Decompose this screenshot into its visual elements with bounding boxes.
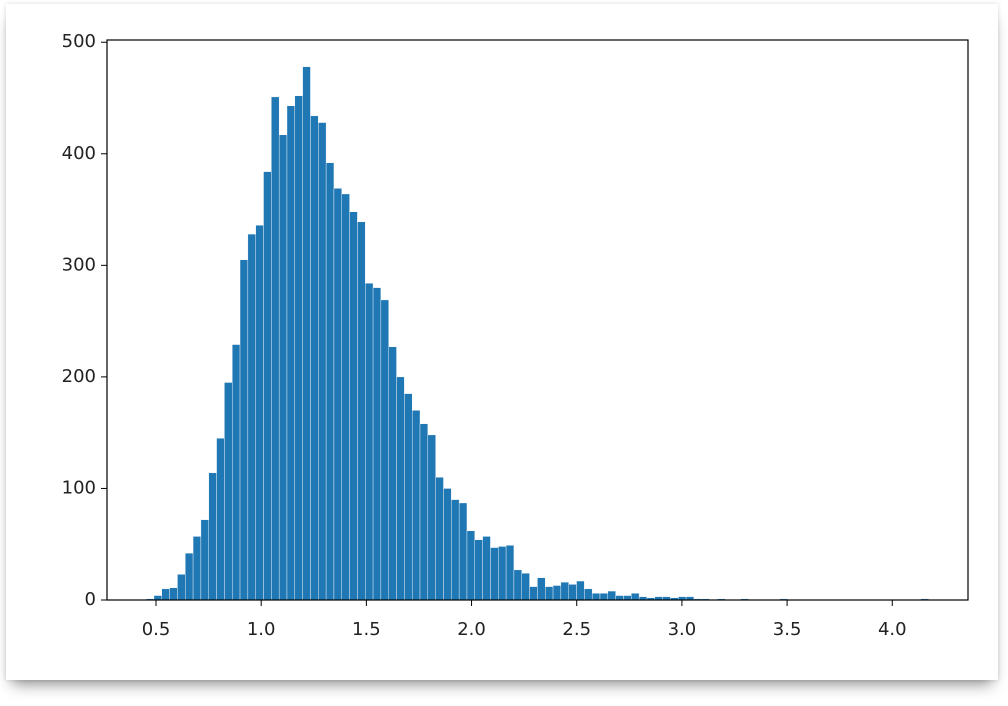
bar: [568, 584, 577, 601]
bar: [302, 66, 311, 601]
bar: [458, 502, 468, 601]
bar: [341, 193, 350, 601]
bar: [325, 162, 335, 601]
x-tick-label: 2.0: [457, 619, 486, 640]
bar: [396, 376, 405, 601]
bar: [411, 410, 421, 601]
bar: [490, 547, 499, 601]
bar: [286, 105, 296, 601]
bar: [263, 171, 272, 601]
bar: [419, 423, 429, 601]
bar: [576, 580, 585, 601]
y-tick-label: 400: [62, 143, 96, 164]
bar: [623, 595, 632, 601]
bar: [247, 233, 256, 601]
bar: [239, 259, 249, 601]
bar: [200, 519, 209, 601]
x-tick-label: 1.5: [352, 619, 381, 640]
bar: [545, 586, 554, 601]
bar: [427, 434, 436, 601]
bar: [482, 536, 491, 601]
bar: [192, 536, 202, 601]
bar: [435, 477, 444, 601]
bar: [318, 122, 327, 601]
bar: [513, 569, 522, 601]
x-tick-label: 3.5: [773, 619, 802, 640]
y-tick-label: 100: [62, 477, 96, 498]
bar: [466, 530, 475, 601]
bar: [380, 299, 389, 601]
bar: [529, 586, 538, 601]
y-tick-label: 0: [85, 589, 96, 610]
bar: [365, 282, 374, 601]
bar: [372, 287, 382, 601]
bar: [271, 96, 280, 601]
bar: [278, 134, 288, 601]
bar: [607, 590, 616, 601]
plot-frame: [106, 39, 969, 601]
bar: [498, 546, 507, 601]
bar: [584, 588, 593, 601]
bar: [310, 115, 319, 601]
bar: [216, 438, 225, 601]
bar: [161, 588, 170, 601]
x-tick-label: 1.0: [247, 619, 276, 640]
bar: [357, 221, 366, 601]
bar: [451, 499, 460, 601]
bar: [224, 382, 233, 601]
bar: [537, 577, 546, 601]
bar: [474, 539, 483, 601]
y-tick-label: 500: [62, 31, 96, 52]
bar: [631, 593, 640, 601]
bar: [404, 393, 413, 601]
bar: [505, 545, 515, 601]
bar: [232, 344, 241, 601]
bar: [294, 95, 303, 601]
x-tick-label: 2.5: [562, 619, 591, 640]
bar: [255, 224, 264, 601]
bar: [153, 595, 162, 601]
bar: [169, 587, 178, 601]
bar: [560, 581, 569, 601]
bar: [521, 573, 530, 601]
bar: [333, 188, 342, 601]
bar: [591, 593, 601, 601]
bar: [599, 593, 609, 601]
bar: [185, 552, 194, 601]
bar: [208, 472, 217, 601]
bar: [615, 595, 624, 601]
x-tick-label: 3.0: [668, 619, 697, 640]
x-tick-label: 4.0: [878, 619, 907, 640]
bar: [349, 211, 358, 601]
y-tick-label: 300: [62, 254, 96, 275]
bar: [177, 574, 186, 601]
bar: [388, 346, 397, 601]
bar: [552, 585, 562, 601]
x-tick-label: 0.5: [142, 619, 171, 640]
bar: [443, 488, 452, 601]
y-tick-label: 200: [62, 366, 96, 387]
